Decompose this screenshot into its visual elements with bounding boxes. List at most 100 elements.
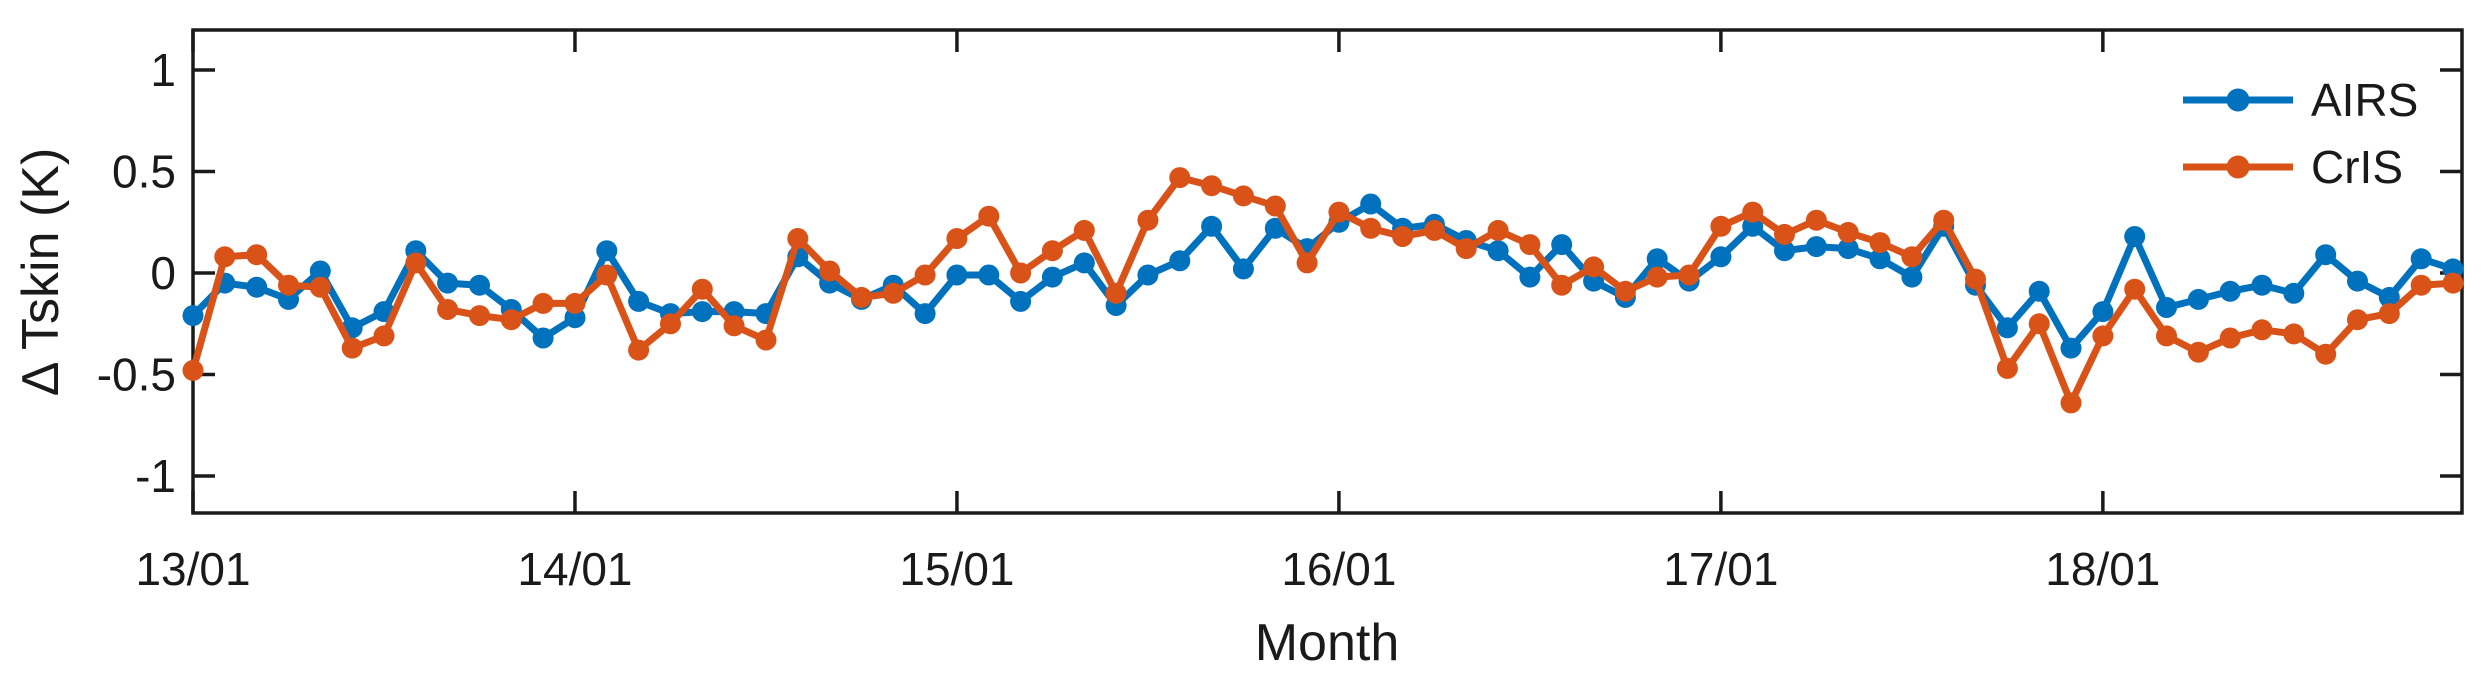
y-axis-tick-label: -0.5: [97, 349, 176, 401]
data-point-marker: [437, 299, 459, 320]
data-point-marker: [341, 337, 363, 359]
data-point-marker: [1264, 195, 1286, 217]
x-axis-tick-label: 17/01: [1663, 543, 1778, 595]
data-point-marker: [1232, 185, 1254, 207]
data-point-marker: [1996, 357, 2018, 379]
data-point-marker: [2315, 343, 2337, 365]
data-point-marker: [628, 290, 650, 312]
data-point-marker: [437, 272, 459, 294]
data-point-marker: [2378, 303, 2400, 325]
data-point-marker: [373, 325, 395, 347]
data-point-marker: [1010, 290, 1032, 312]
legend-marker-sample: [2226, 155, 2250, 179]
data-point-marker: [1837, 221, 1859, 243]
data-point-marker: [2060, 392, 2082, 414]
data-point-marker: [978, 264, 1000, 286]
data-point-marker: [628, 339, 650, 361]
data-point-marker: [660, 313, 681, 335]
data-point-marker: [1073, 252, 1095, 274]
data-point-marker: [2092, 301, 2114, 323]
data-point-marker: [2028, 280, 2050, 302]
data-point-marker: [2092, 325, 2114, 347]
data-point-marker: [2251, 274, 2273, 296]
data-point-marker: [1933, 209, 1955, 231]
data-point-marker: [1360, 193, 1382, 215]
x-axis-tick-label: 18/01: [2045, 543, 2160, 595]
data-point-marker: [1774, 223, 1795, 245]
data-point-marker: [1710, 246, 1732, 268]
data-point-marker: [405, 252, 427, 274]
data-point-marker: [914, 264, 936, 286]
data-point-marker: [2347, 270, 2368, 292]
data-point-marker: [2410, 274, 2432, 296]
data-point-marker: [1137, 264, 1159, 286]
data-point-marker: [1551, 274, 1573, 296]
data-point-marker: [2378, 286, 2400, 308]
legend-marker-sample: [2226, 88, 2250, 112]
data-point-marker: [1519, 266, 1541, 288]
data-point-marker: [1678, 264, 1700, 286]
data-point-marker: [1360, 217, 1382, 239]
data-point-marker: [1328, 201, 1350, 223]
data-point-marker: [1105, 282, 1127, 304]
data-point-marker: [2410, 248, 2432, 270]
data-point-marker: [1073, 219, 1095, 241]
data-point-marker: [2442, 272, 2464, 294]
data-point-marker: [787, 228, 809, 249]
data-point-marker: [1232, 258, 1254, 280]
data-point-marker: [1646, 266, 1668, 288]
y-axis-tick-label: -1: [135, 450, 176, 502]
data-point-marker: [2283, 282, 2305, 304]
data-point-marker: [532, 292, 554, 314]
y-axis-title: Δ Tskin (K): [12, 148, 70, 397]
data-point-marker: [1805, 236, 1827, 258]
data-point-marker: [182, 359, 204, 381]
data-point-marker: [564, 292, 586, 314]
data-point-marker: [1805, 209, 1827, 231]
data-point-marker: [2187, 288, 2209, 310]
data-point-marker: [1901, 266, 1923, 288]
data-point-marker: [278, 274, 299, 296]
series-airs: [182, 193, 2464, 359]
data-point-marker: [851, 286, 872, 308]
data-point-marker: [914, 303, 936, 325]
data-point-marker: [2156, 325, 2177, 347]
data-point-marker: [723, 315, 745, 337]
y-axis-tick-label: 0: [150, 247, 176, 299]
data-point-marker: [214, 246, 236, 268]
data-point-marker: [1583, 256, 1605, 278]
data-point-marker: [182, 305, 204, 327]
data-point-marker: [2187, 341, 2209, 363]
data-point-marker: [1137, 209, 1159, 231]
data-point-marker: [1010, 262, 1032, 284]
data-point-marker: [596, 240, 618, 262]
data-point-marker: [1201, 175, 1223, 197]
data-point-marker: [1423, 219, 1445, 241]
x-axis-tick-label: 14/01: [517, 543, 632, 595]
data-point-marker: [1837, 238, 1859, 260]
data-point-marker: [469, 274, 490, 296]
data-point-marker: [1519, 234, 1541, 256]
data-point-marker: [309, 260, 331, 282]
data-point-marker: [1742, 201, 1764, 223]
data-point-marker: [1487, 240, 1509, 262]
data-point-marker: [1041, 266, 1063, 288]
data-point-marker: [691, 301, 713, 323]
data-point-marker: [1901, 246, 1923, 268]
data-point-marker: [1041, 240, 1063, 262]
data-point-marker: [469, 305, 490, 327]
data-point-marker: [1646, 248, 1668, 270]
y-axis-tick-label: 0.5: [112, 146, 176, 198]
legend-label: AIRS: [2311, 74, 2418, 126]
data-point-marker: [1296, 252, 1318, 274]
data-point-marker: [755, 329, 777, 351]
series-layer: [182, 167, 2464, 414]
data-point-marker: [246, 276, 268, 298]
data-point-marker: [2124, 278, 2146, 300]
legend: AIRS CrIS: [2183, 74, 2418, 193]
series-line-airs: [189, 200, 2457, 352]
data-point-marker: [500, 309, 522, 331]
data-point-marker: [532, 327, 554, 349]
